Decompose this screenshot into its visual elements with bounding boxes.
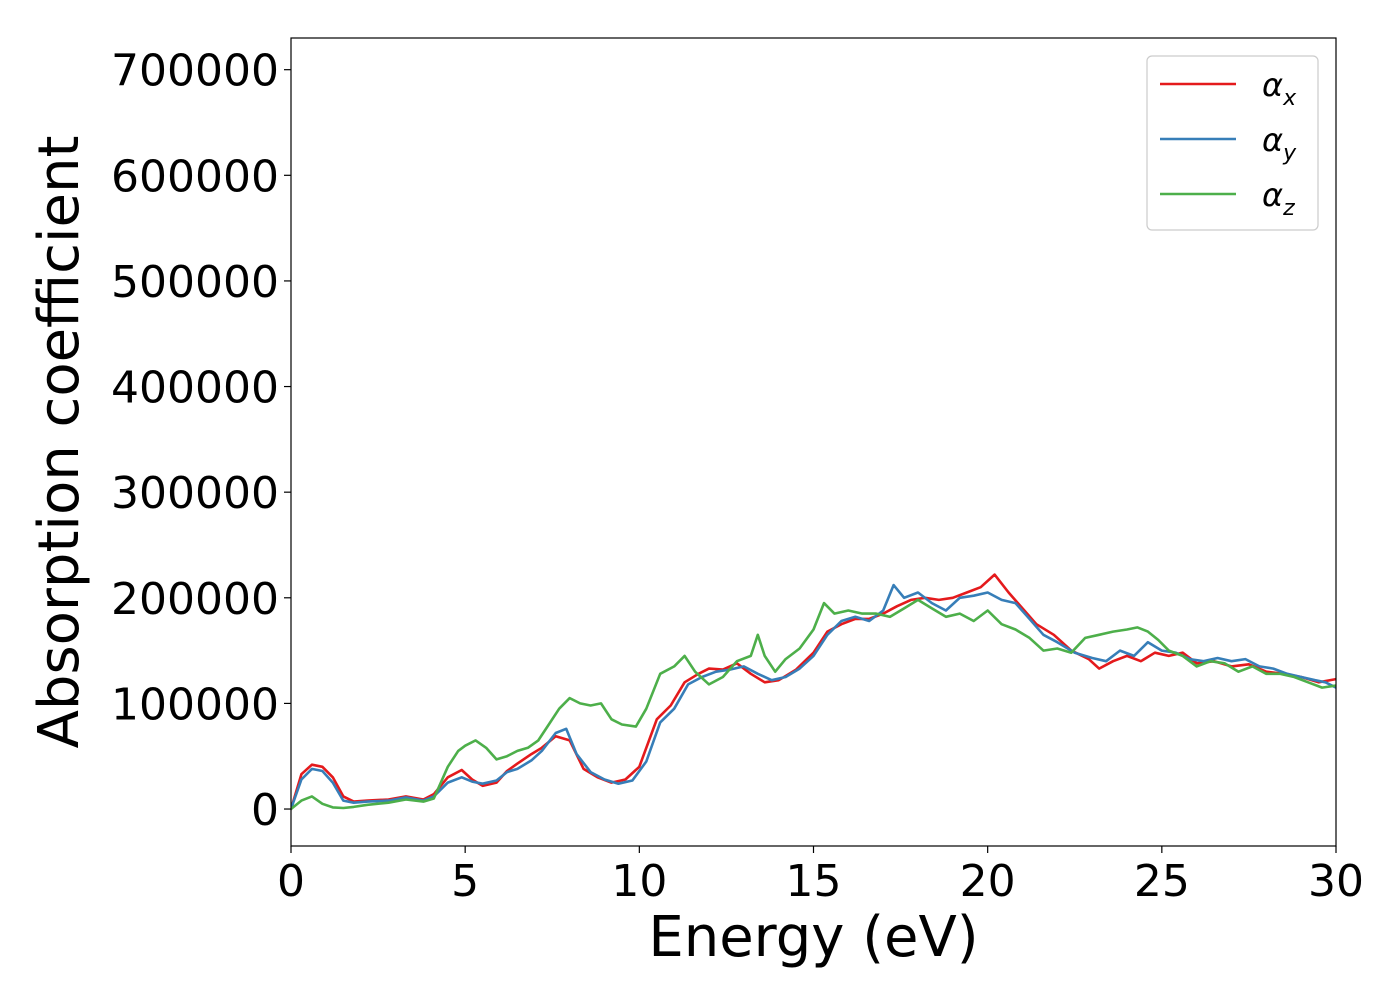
y-axis-ticks: 0 100000 200000 300000 400000 500000 600000 700… (111, 46, 291, 836)
y-tick-label: 700000 (111, 46, 279, 97)
y-tick-label: 600000 (111, 151, 279, 202)
x-tick-label: 10 (611, 856, 667, 907)
legend-box (1146, 55, 1319, 231)
y-tick-label: 0 (251, 785, 279, 836)
x-tick-label: 30 (1308, 856, 1364, 907)
x-axis-label: Energy (eV) (648, 905, 978, 970)
y-tick-label: 500000 (111, 257, 279, 308)
x-tick-label: 15 (786, 856, 842, 907)
series-line-z (291, 598, 1336, 811)
y-tick-label: 400000 (111, 363, 279, 414)
y-tick-label: 100000 (111, 679, 279, 730)
plot-lines (291, 573, 1336, 811)
legend-item-y: αy (1160, 121, 1297, 166)
series-line-y (291, 583, 1336, 811)
x-tick-label: 0 (277, 856, 305, 907)
series-line-x (291, 573, 1336, 811)
y-tick-label: 300000 (111, 468, 279, 519)
x-axis-ticks: 0 5 10 15 20 25 30 (277, 846, 1364, 907)
x-tick-label: 25 (1134, 856, 1190, 907)
x-tick-label: 5 (451, 856, 479, 907)
y-axis-label: Absorption coefficient (27, 136, 92, 749)
x-tick-label: 20 (960, 856, 1016, 907)
y-tick-label: 200000 (111, 574, 279, 625)
